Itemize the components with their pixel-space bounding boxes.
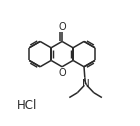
Text: O: O xyxy=(58,68,66,78)
Text: HCl: HCl xyxy=(17,99,38,112)
Text: O: O xyxy=(58,22,66,32)
Text: N: N xyxy=(82,80,89,89)
